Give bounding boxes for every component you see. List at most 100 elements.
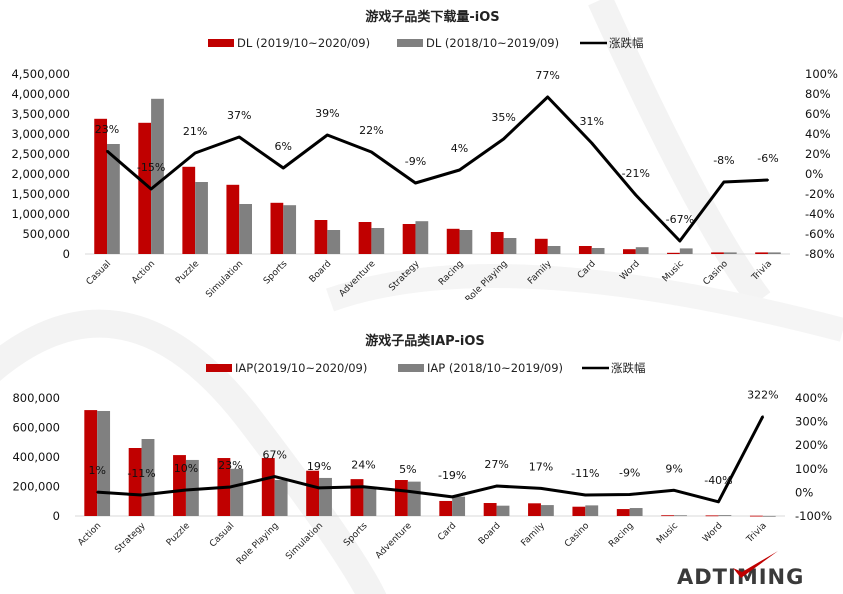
change-point (628, 493, 631, 496)
change-data-label: 77% (535, 69, 559, 82)
y2-tick-label: 300% (795, 415, 828, 429)
legend-swatch-previous (398, 364, 424, 372)
bar-previous (141, 439, 155, 516)
change-point (414, 182, 417, 184)
change-data-label: 67% (262, 449, 286, 462)
y-tick-label: 4,000,000 (11, 87, 70, 101)
bar-previous (547, 246, 561, 254)
bar-previous (459, 230, 473, 254)
y2-tick-label: -20% (805, 187, 835, 201)
change-data-label: 39% (315, 107, 339, 120)
change-point (238, 136, 241, 138)
change-point (546, 96, 549, 98)
change-point (229, 485, 232, 488)
y2-tick-label: 100% (805, 67, 838, 81)
change-data-label: 21% (183, 125, 207, 138)
change-point (673, 489, 676, 492)
change-data-label: 5% (399, 463, 416, 476)
bar-current (261, 458, 275, 516)
bar-current (138, 122, 152, 254)
bar-current (667, 252, 680, 254)
change-data-label: 23% (95, 123, 119, 136)
bar-current (270, 202, 284, 254)
legend-label: IAP (2018/10~2019/09) (427, 361, 563, 375)
bar-previous (591, 248, 605, 254)
y2-tick-label: 40% (805, 127, 831, 141)
y-tick-label: 600,000 (12, 421, 60, 435)
change-point (722, 181, 725, 183)
change-point (96, 491, 99, 494)
bar-current (314, 220, 328, 254)
change-data-label: 17% (529, 460, 553, 473)
legend-label: 涨跌幅 (609, 36, 644, 50)
change-point (590, 142, 593, 144)
change-data-label: -8% (713, 154, 734, 167)
change-point (584, 493, 587, 496)
y-tick-label: 1,500,000 (11, 187, 70, 201)
change-point (273, 475, 276, 478)
y2-tick-label: 60% (805, 107, 831, 121)
bar-current (173, 455, 186, 516)
logo-check-icon (733, 551, 778, 578)
change-point (539, 487, 542, 490)
change-data-label: -11% (127, 467, 155, 480)
bar-previous (363, 486, 377, 516)
bar-previous (585, 505, 599, 516)
change-point (634, 194, 637, 196)
bar-current (128, 448, 142, 516)
change-data-label: -19% (438, 469, 466, 482)
y2-tick-label: 0% (805, 167, 823, 181)
svg-text:ADTIMING: ADTIMING (677, 565, 804, 589)
bar-previous (327, 230, 341, 254)
bar-current (528, 503, 541, 516)
change-point (761, 415, 764, 418)
change-data-label: 24% (351, 459, 375, 472)
legend-swatch-current (206, 364, 232, 372)
change-data-label: 22% (359, 124, 383, 137)
change-point (318, 486, 321, 489)
bar-current (616, 509, 630, 516)
bar-current (572, 506, 586, 516)
change-point (140, 493, 143, 496)
change-point (495, 485, 498, 488)
change-data-label: 10% (174, 462, 198, 475)
bar-current (749, 515, 763, 517)
bar-previous (151, 98, 164, 254)
y-tick-label: 2,500,000 (11, 147, 70, 161)
y-tick-label: 2,000,000 (11, 167, 70, 181)
bar-previous (274, 480, 288, 516)
y-tick-label: 0 (63, 247, 70, 261)
bar-previous (629, 508, 643, 516)
bar-current (358, 222, 372, 254)
change-point (451, 495, 454, 498)
y-tick-label: 800,000 (12, 391, 60, 405)
change-point (150, 188, 153, 190)
y-tick-label: 400,000 (12, 450, 60, 464)
change-line (106, 95, 769, 243)
y2-tick-label: 80% (805, 87, 831, 101)
legend-swatch-previous (397, 39, 423, 47)
change-data-label: 1% (88, 464, 105, 477)
bar-previous (674, 515, 687, 517)
bar-current (578, 246, 592, 254)
bar-current (755, 252, 768, 254)
y2-tick-label: -100% (795, 509, 832, 523)
bar-current (226, 184, 240, 254)
change-data-label: -67% (666, 213, 694, 226)
bar-previous (767, 252, 781, 254)
bar-current (446, 228, 460, 254)
bar-current (483, 503, 497, 516)
change-data-label: 4% (451, 142, 468, 155)
bar-current (623, 249, 636, 254)
change-point (362, 485, 365, 488)
change-data-label: -21% (622, 167, 650, 180)
change-data-label: 6% (275, 140, 292, 153)
y-tick-label: 500,000 (22, 227, 70, 241)
change-point (184, 489, 187, 492)
bar-previous (723, 252, 737, 254)
change-data-label: 37% (227, 109, 251, 122)
change-point (406, 490, 409, 493)
bar-previous (230, 468, 244, 516)
legend-label: DL (2018/10~2019/09) (426, 36, 559, 50)
